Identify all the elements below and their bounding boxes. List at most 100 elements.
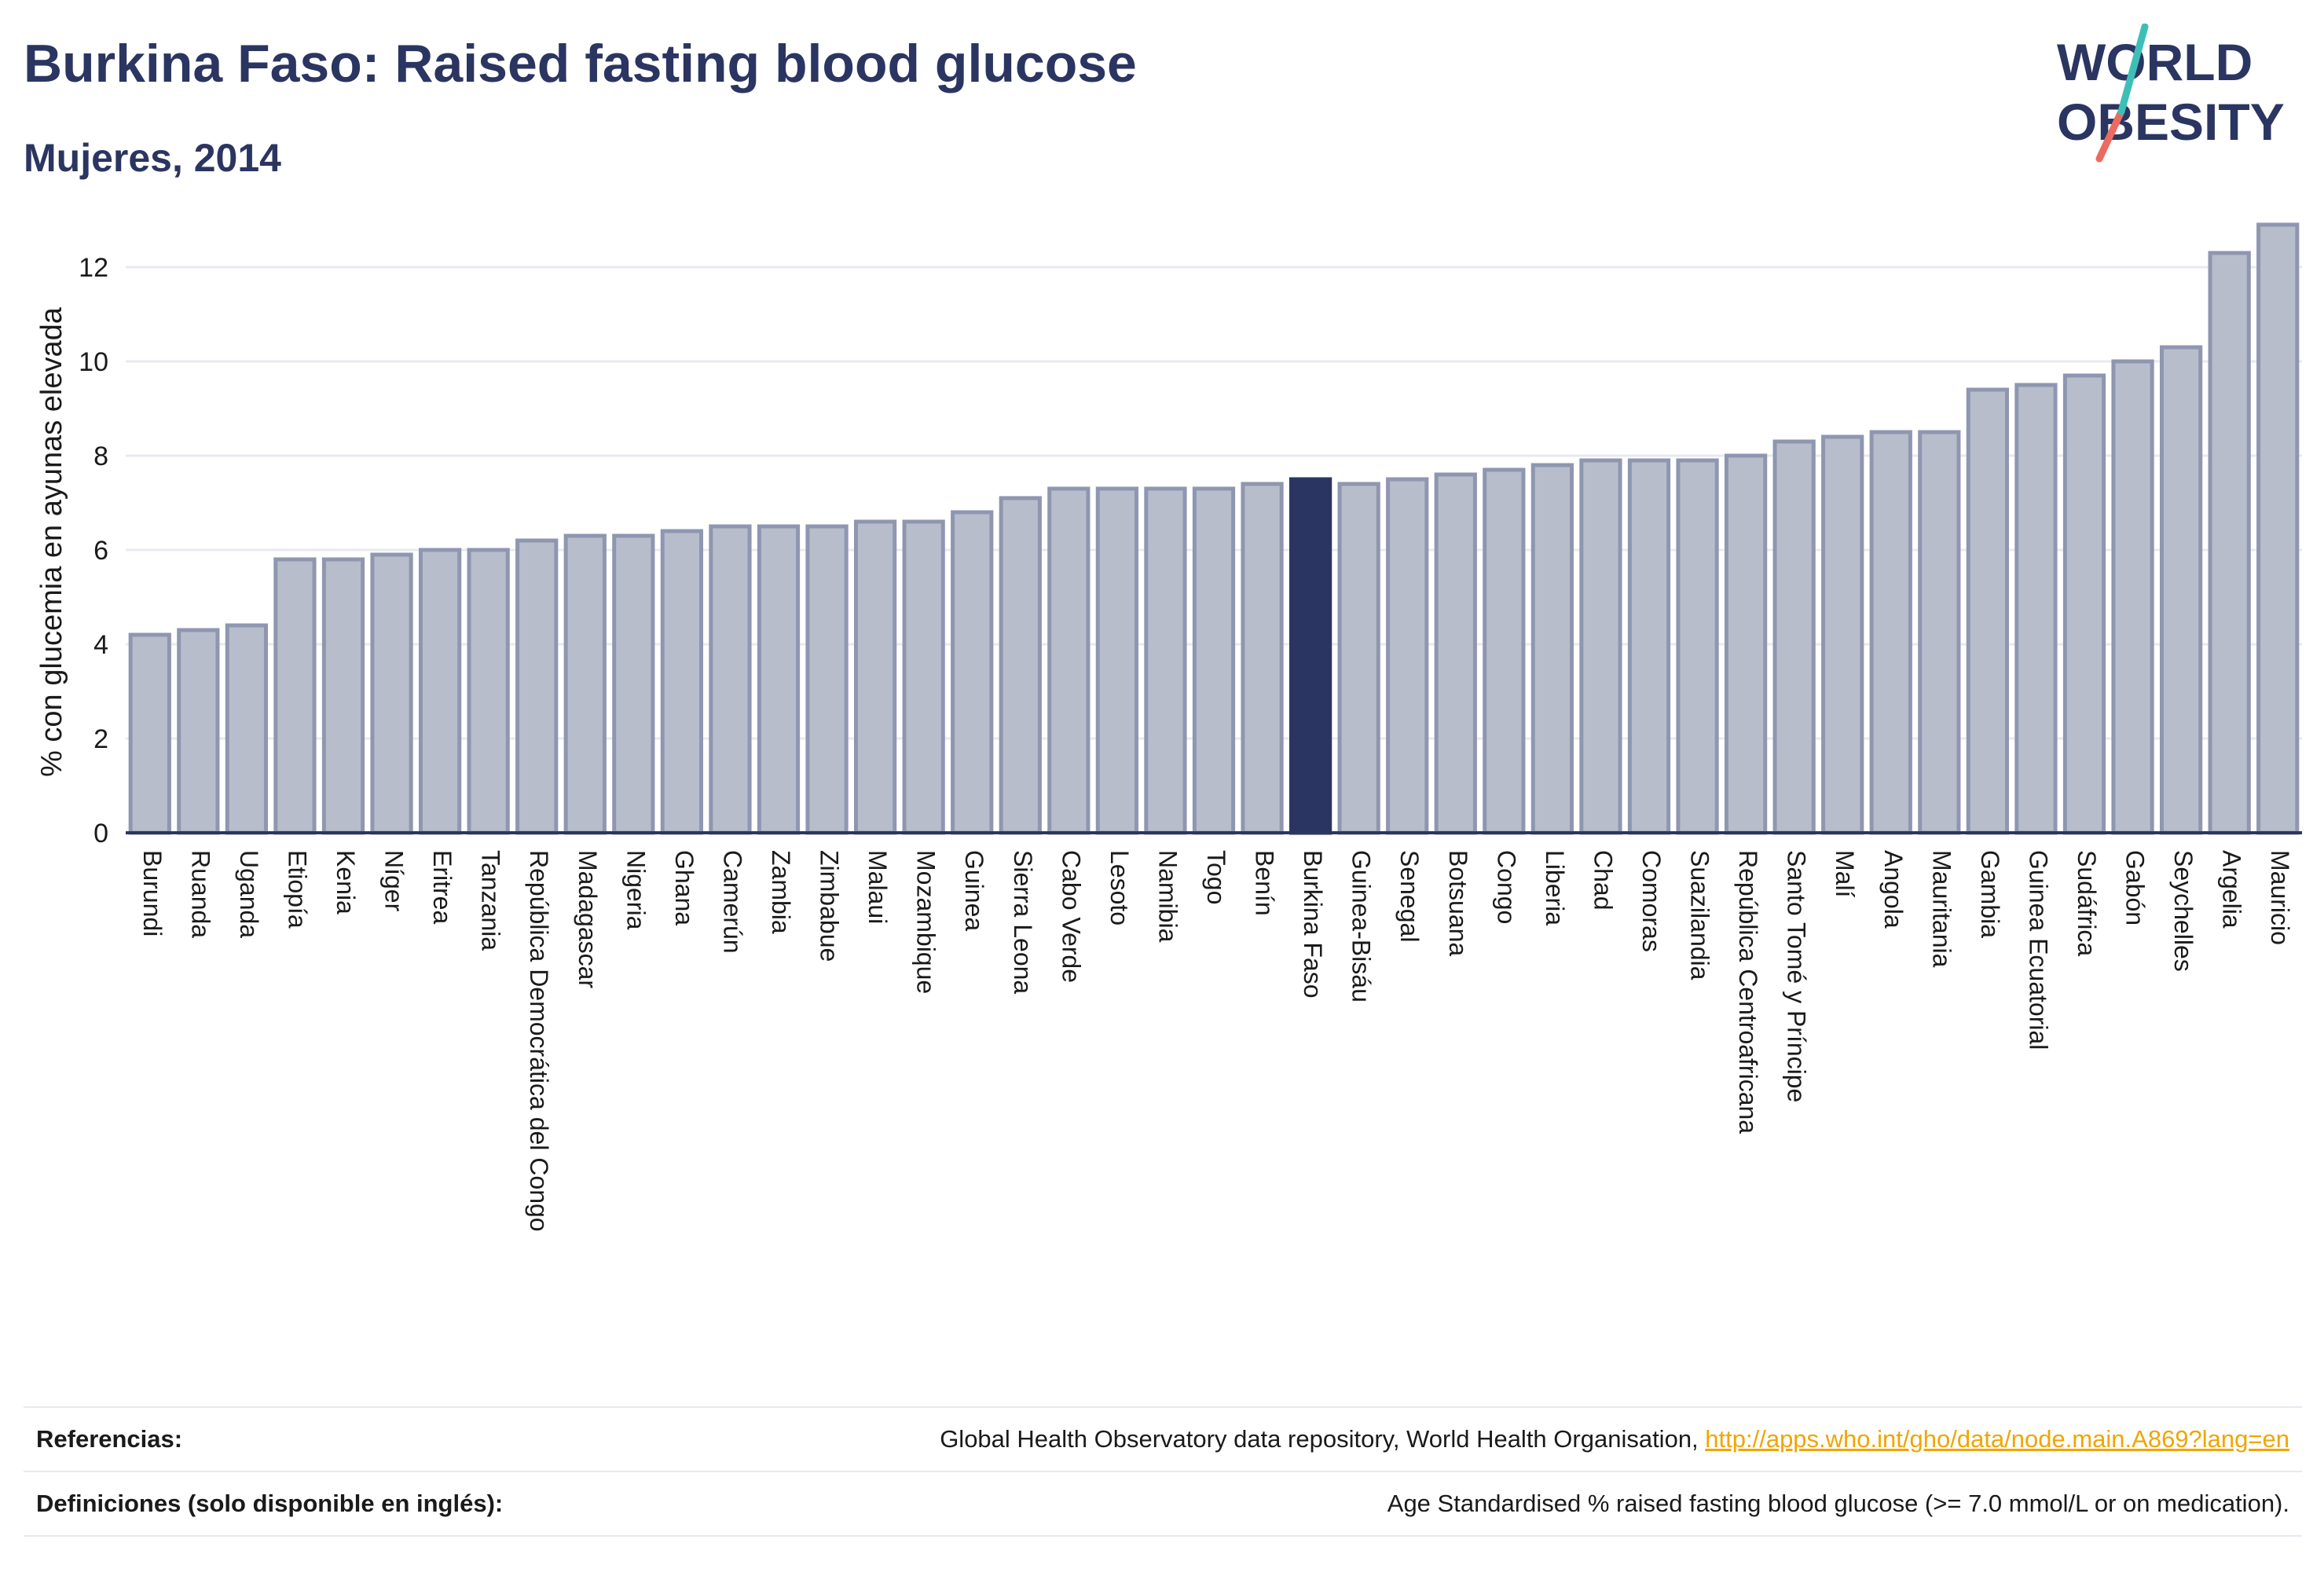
bar[interactable] bbox=[515, 538, 559, 835]
x-tick-label: Lesoto bbox=[1105, 850, 1134, 925]
x-axis-ticks: Burundi Ruanda Uganda Etiopía Kenia Níger Erit… bbox=[138, 850, 2294, 1232]
bar[interactable] bbox=[999, 496, 1042, 835]
x-tick-label: Ghana bbox=[670, 850, 698, 925]
x-tick-label: República Centroafricana bbox=[1734, 850, 1762, 1134]
x-tick-label: Nigeria bbox=[621, 850, 650, 930]
x-tick-label: Chad bbox=[1589, 850, 1617, 910]
x-tick-label: República Democrática del Congo bbox=[525, 850, 553, 1232]
bar[interactable] bbox=[612, 533, 655, 835]
bar[interactable] bbox=[1434, 472, 1477, 835]
y-axis-ticks: 0 2 4 6 8 10 12 bbox=[79, 253, 108, 848]
x-tick-label: Guinea Ecuatorial bbox=[2024, 850, 2052, 1050]
source-table: Referencias: Global Health Observatory d… bbox=[24, 1406, 2302, 1537]
y-tick-label: 2 bbox=[93, 724, 108, 754]
x-tick-label: Mozambique bbox=[912, 850, 940, 994]
x-tick-label: Togo bbox=[1202, 850, 1230, 904]
bar[interactable] bbox=[1095, 486, 1139, 835]
bar[interactable] bbox=[757, 524, 801, 835]
x-tick-label: Seychelles bbox=[2169, 850, 2198, 972]
x-tick-label: Sudáfrica bbox=[2073, 850, 2101, 956]
x-tick-label: Senegal bbox=[1395, 850, 1424, 942]
definitions-value: Age Standardised % raised fasting blood … bbox=[1387, 1490, 2289, 1517]
x-tick-label: Gabón bbox=[2121, 850, 2150, 925]
bar[interactable] bbox=[563, 533, 607, 835]
bar[interactable] bbox=[1579, 458, 1622, 835]
chart-subtitle: Mujeres, 2014 bbox=[24, 136, 281, 180]
x-tick-label: Malaui bbox=[863, 850, 892, 924]
bar[interactable] bbox=[1724, 453, 1768, 835]
bar[interactable] bbox=[225, 623, 269, 835]
bar[interactable] bbox=[2256, 222, 2300, 835]
x-tick-label: Comoras bbox=[1637, 850, 1666, 952]
y-tick-label: 6 bbox=[93, 536, 108, 566]
bar-chart: 0 2 4 6 8 10 12 Burundi Ruanda Uganda Etiopía Keni… bbox=[35, 222, 2302, 1232]
x-tick-label: Zimbabue bbox=[816, 850, 844, 962]
definitions-label: Definiciones (solo disponible en inglés)… bbox=[36, 1490, 504, 1517]
references-label: Referencias: bbox=[36, 1425, 183, 1453]
bar[interactable] bbox=[418, 548, 462, 835]
references-link[interactable]: http://apps.who.int/gho/data/node.main.A… bbox=[1705, 1425, 2289, 1453]
references-row: Referencias: Global Health Observatory d… bbox=[24, 1406, 2302, 1471]
x-tick-label: Burundi bbox=[138, 850, 167, 936]
bar[interactable] bbox=[2159, 345, 2203, 835]
bar[interactable] bbox=[951, 510, 994, 835]
bar[interactable] bbox=[1676, 458, 1719, 835]
bar[interactable] bbox=[1144, 486, 1187, 835]
references-value: Global Health Observatory data repositor… bbox=[940, 1425, 2289, 1453]
bar[interactable] bbox=[1772, 439, 1816, 835]
bar[interactable] bbox=[1918, 430, 1961, 835]
x-tick-label: Angola bbox=[1879, 850, 1908, 929]
bar[interactable] bbox=[128, 632, 171, 835]
bar[interactable] bbox=[1192, 486, 1236, 835]
bar[interactable] bbox=[1241, 482, 1284, 835]
bar[interactable] bbox=[853, 519, 897, 835]
bar[interactable] bbox=[1530, 463, 1574, 835]
x-tick-label: Ruanda bbox=[186, 850, 214, 938]
x-tick-label: Guinea-Bisáu bbox=[1347, 850, 1376, 1002]
bar[interactable] bbox=[321, 557, 365, 835]
bar[interactable] bbox=[467, 548, 510, 835]
bar[interactable] bbox=[902, 519, 945, 835]
x-tick-label: Tanzania bbox=[477, 850, 505, 951]
bar[interactable] bbox=[273, 557, 317, 835]
x-tick-label: Mauritania bbox=[1927, 850, 1956, 968]
bar[interactable] bbox=[1047, 486, 1091, 835]
x-tick-label: Uganda bbox=[235, 850, 263, 938]
bar[interactable] bbox=[1966, 387, 2010, 835]
bar[interactable] bbox=[177, 628, 220, 835]
bar[interactable] bbox=[370, 552, 413, 835]
x-tick-label: Santo Tomé y Príncipe bbox=[1783, 850, 1811, 1102]
bar[interactable] bbox=[709, 524, 752, 835]
x-tick-label: Botsuana bbox=[1444, 850, 1472, 956]
bar[interactable] bbox=[1337, 482, 1380, 835]
x-tick-label: Madagascar bbox=[574, 850, 602, 988]
bar[interactable] bbox=[1821, 434, 1864, 835]
y-tick-label: 4 bbox=[93, 630, 108, 660]
x-tick-label: Mauricio bbox=[2266, 850, 2294, 945]
bar[interactable] bbox=[1869, 430, 1912, 835]
bar[interactable] bbox=[805, 524, 849, 835]
bar[interactable] bbox=[2111, 359, 2154, 835]
y-tick-label: 0 bbox=[93, 819, 108, 848]
x-tick-label: Níger bbox=[380, 850, 409, 912]
bar[interactable] bbox=[2014, 383, 2058, 835]
bar[interactable] bbox=[1386, 477, 1429, 835]
x-tick-label: Guinea bbox=[960, 850, 988, 931]
x-tick-label: Zambia bbox=[767, 850, 795, 934]
x-tick-label: Burkina Faso bbox=[1299, 850, 1327, 999]
y-tick-label: 12 bbox=[79, 253, 108, 283]
x-tick-label: Congo bbox=[1492, 850, 1520, 924]
x-tick-label: Benín bbox=[1251, 850, 1279, 916]
references-text: Global Health Observatory data repositor… bbox=[940, 1425, 1706, 1453]
x-tick-label: Suazilandia bbox=[1686, 850, 1714, 980]
bar[interactable] bbox=[2062, 373, 2106, 835]
x-tick-label: Namibia bbox=[1153, 850, 1182, 943]
bar[interactable] bbox=[2208, 251, 2251, 835]
bar[interactable] bbox=[1627, 458, 1671, 835]
bar-highlighted[interactable] bbox=[1288, 477, 1332, 835]
svg-text:WORLD: WORLD bbox=[2057, 33, 2253, 91]
bars bbox=[128, 222, 2300, 835]
x-tick-label: Camerún bbox=[718, 850, 746, 954]
bar[interactable] bbox=[660, 529, 704, 835]
bar[interactable] bbox=[1483, 467, 1526, 835]
